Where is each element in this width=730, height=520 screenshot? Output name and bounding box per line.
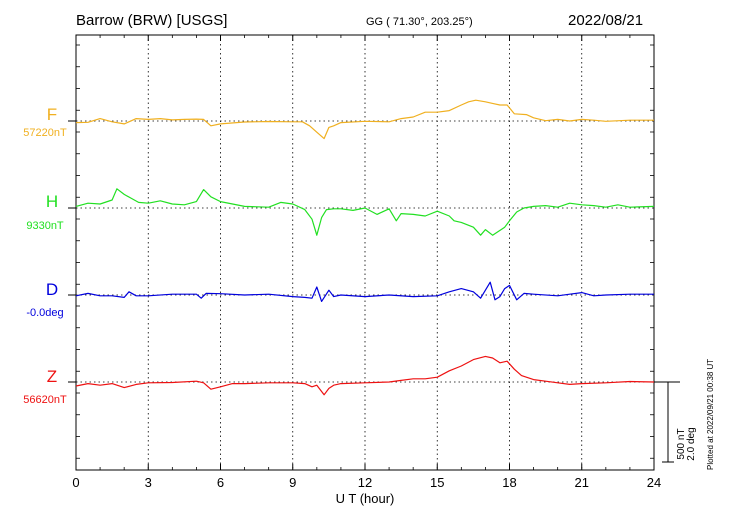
scale-label-deg: 2.0 deg xyxy=(686,427,697,460)
series-line-D xyxy=(75,281,654,302)
series-label-Z: Z xyxy=(47,367,57,386)
series-line-Z xyxy=(75,355,655,396)
series-baseline-F: 57220nT xyxy=(23,127,67,139)
x-tick-label: 18 xyxy=(502,475,516,490)
x-tick-label: 12 xyxy=(358,475,372,490)
series-label-D: D xyxy=(46,280,58,299)
coordinates-label: GG ( 71.30°, 203.25°) xyxy=(366,16,473,28)
series-line-H xyxy=(75,188,655,236)
series-baseline-Z: 56620nT xyxy=(23,394,67,406)
station-title: Barrow (BRW) [USGS] xyxy=(76,12,228,29)
scale-label-nt: 500 nT xyxy=(676,428,687,459)
x-tick-label: 3 xyxy=(145,475,152,490)
x-tick-label: 0 xyxy=(72,475,79,490)
x-axis-title: U T (hour) xyxy=(336,491,395,506)
x-tick-label: 9 xyxy=(289,475,296,490)
series-line-F xyxy=(75,99,654,140)
x-tick-label: 15 xyxy=(430,475,444,490)
x-tick-label: 24 xyxy=(647,475,661,490)
date-label: 2022/08/21 xyxy=(568,12,644,29)
x-tick-label: 21 xyxy=(575,475,589,490)
series-baseline-D: -0.0deg xyxy=(26,307,63,319)
x-tick-label: 6 xyxy=(217,475,224,490)
series-label-F: F xyxy=(47,105,57,124)
series-label-H: H xyxy=(46,192,58,211)
series-baseline-H: 9330nT xyxy=(26,220,64,232)
